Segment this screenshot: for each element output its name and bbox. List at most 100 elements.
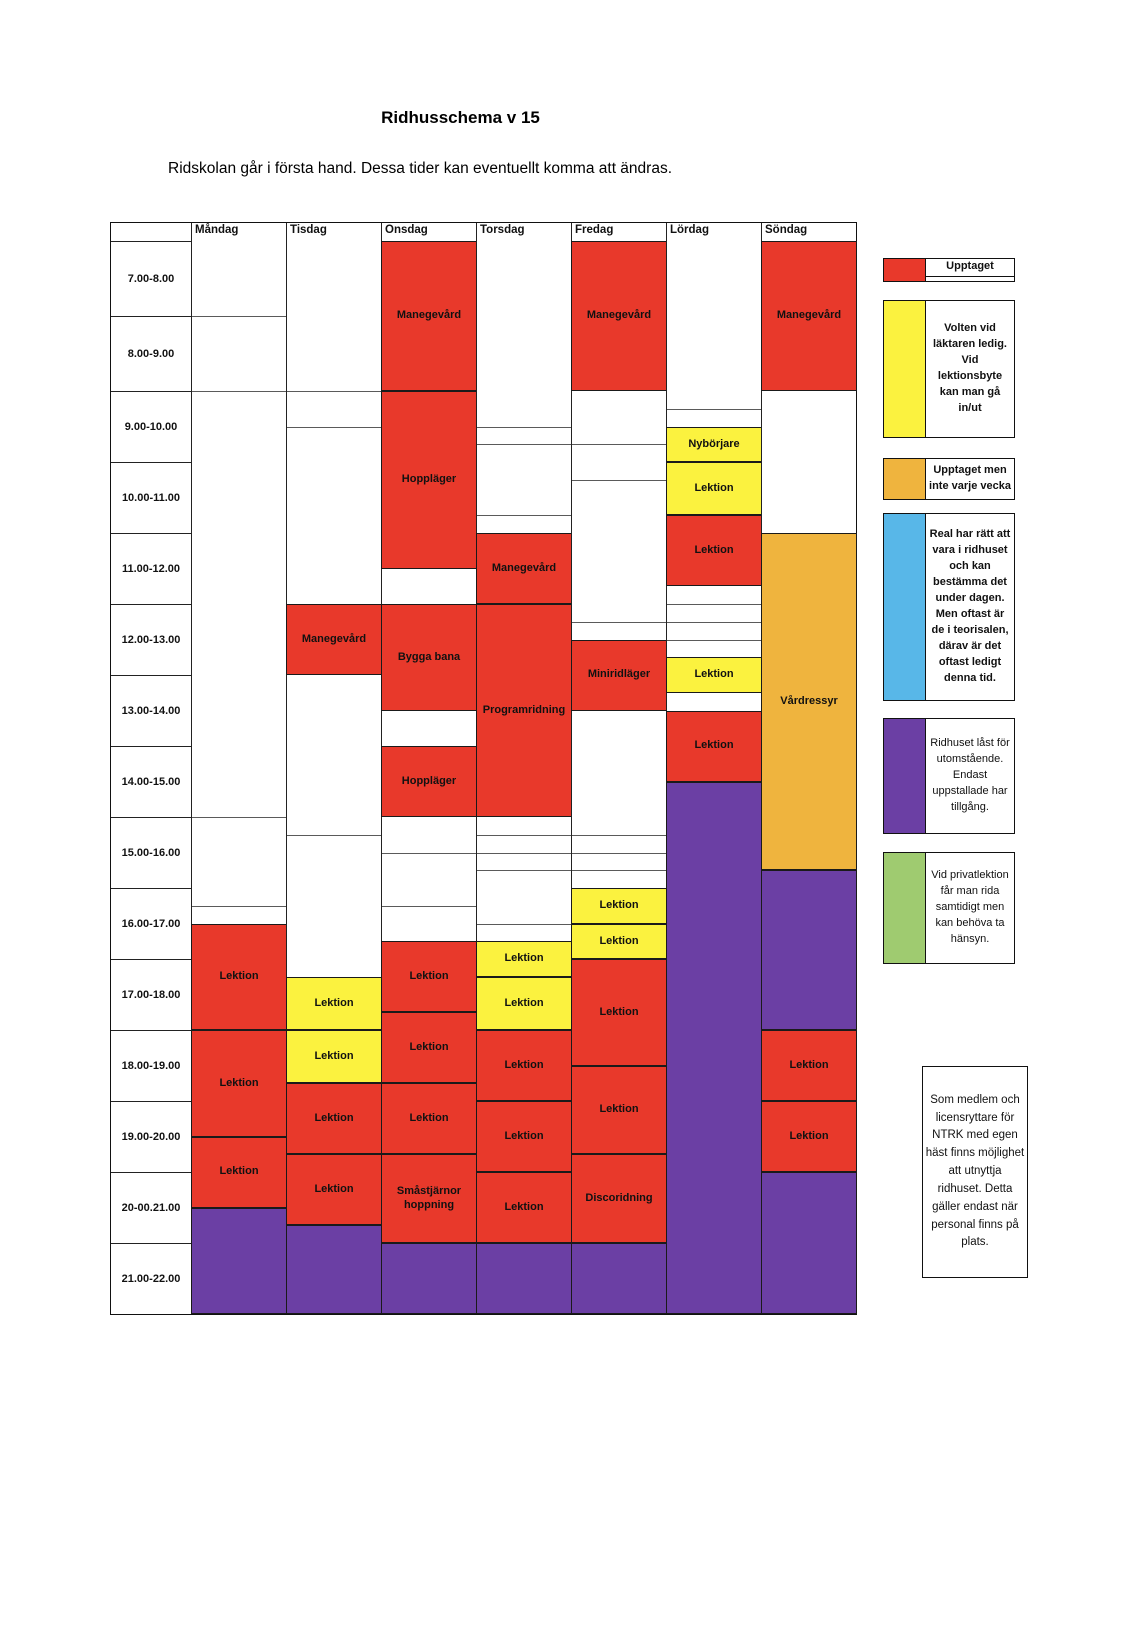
event-label: Lektion [219, 1076, 259, 1089]
slot-line [192, 905, 286, 907]
event-label: Lektion [789, 1058, 829, 1071]
schedule-event: Lektion [761, 1101, 857, 1172]
slot-line [477, 426, 571, 428]
legend-text: Upptaget men inte varje vecka [929, 464, 1011, 492]
day-header-1: Måndag [191, 223, 286, 241]
schedule-event: Lektion [381, 1012, 477, 1084]
schedule-event: Miniridläger [571, 639, 667, 711]
event-label: Bygga bana [397, 650, 461, 663]
schedule-event: Lektion [476, 1172, 572, 1243]
legend-item-yellow: Volten vid läktaren ledig. Vid lektionsb… [883, 300, 1015, 438]
legend-item-orange: Upptaget men inte varje vecka [883, 458, 1015, 500]
schedule-event: Discoridning [571, 1154, 667, 1243]
day-column-torsdag: Manegevård Programridning Lektion Lektion Le… [476, 241, 572, 1314]
slot-line [382, 852, 476, 854]
slot-line [287, 426, 381, 428]
legend-swatch-blue [884, 514, 926, 700]
legend-swatch-yellow [884, 301, 926, 437]
event-label: Lektion [409, 1041, 449, 1054]
event-label: Lektion [504, 1129, 544, 1142]
schedule-event: Lektion [666, 710, 762, 782]
day-header-7: Söndag [761, 223, 856, 241]
schedule-block-purple [761, 870, 857, 1030]
slot-line [477, 834, 571, 836]
time-label: 12.00-13.00 [111, 604, 191, 675]
legend-swatch-red [884, 259, 926, 281]
schedule-event: Småstjärnor hoppning [381, 1154, 477, 1243]
time-label: 17.00-18.00 [111, 959, 191, 1030]
event-label: Lektion [314, 1112, 354, 1125]
event-label: Lektion [599, 1005, 639, 1018]
event-label: Lektion [504, 952, 544, 965]
day-column-lördag: Nybörjare Lektion Lektion Lektion Lektion [666, 241, 762, 1314]
time-label: 9.00-10.00 [111, 391, 191, 462]
schedule-event: Lektion [476, 1030, 572, 1101]
slot-line [572, 444, 666, 446]
legend-text: Ridhuset låst för utomstående. Endast up… [930, 737, 1010, 813]
slot-line [667, 621, 761, 623]
time-label: 11.00-12.00 [111, 533, 191, 604]
event-label: Miniridläger [587, 668, 651, 681]
event-label: Manegevård [301, 632, 367, 645]
schedule-event: Manegevård [381, 241, 477, 391]
event-label: Lektion [409, 970, 449, 983]
day-column-fredag: Manegevård Miniridläger Lektion Lektion Lekt… [571, 241, 667, 1314]
time-label: 21.00-22.00 [111, 1243, 191, 1314]
legend-text: Volten vid läktaren ledig. Vid lektionsb… [933, 322, 1007, 414]
event-label: Manegevård [776, 309, 842, 322]
schedule-block-purple [476, 1243, 572, 1314]
event-label: Lektion [694, 739, 734, 752]
slot-line [572, 834, 666, 836]
legend-item-blue: Real har rätt att vara i ridhuset och ka… [883, 513, 1015, 701]
slot-line [477, 515, 571, 517]
legend-item-red: Upptaget [883, 258, 1015, 282]
time-label: 18.00-19.00 [111, 1030, 191, 1101]
day-header-6: Lördag [666, 223, 761, 241]
legend-swatch-green [884, 853, 926, 963]
event-label: Manegevård [586, 309, 652, 322]
schedule-event: Lektion [761, 1030, 857, 1101]
schedule-event: Lektion [191, 1030, 287, 1137]
schedule-event: Nybörjare [666, 426, 762, 462]
schedule-event: Lektion [666, 657, 762, 693]
slot-line [192, 316, 286, 317]
legend-text: Real har rätt att vara i ridhuset och ka… [929, 528, 1011, 684]
schedule-event: Lektion [571, 959, 667, 1066]
event-label: Manegevård [396, 309, 462, 322]
slot-line [477, 852, 571, 854]
event-label: Discoridning [585, 1192, 653, 1205]
time-label: 8.00-9.00 [111, 316, 191, 391]
time-label: 19.00-20.00 [111, 1101, 191, 1172]
slot-line [287, 834, 381, 836]
event-label: Lektion [694, 544, 734, 557]
event-label: Lektion [694, 668, 734, 681]
schedule-event: Lektion [286, 1030, 382, 1084]
schedule-event: Hoppläger [381, 391, 477, 569]
schedule-event: Lektion [381, 1083, 477, 1155]
schedule-event: Lektion [286, 1154, 382, 1226]
event-label: Vårdressyr [780, 695, 838, 708]
slot-line [667, 604, 761, 605]
schedule-event: Manegevård [761, 241, 857, 391]
time-label: 10.00-11.00 [111, 462, 191, 533]
event-label: Nybörjare [688, 437, 740, 450]
slot-line [572, 479, 666, 481]
event-label: Lektion [219, 970, 259, 983]
slot-line [667, 408, 761, 410]
schedule-event: Lektion [286, 1083, 382, 1155]
legend-swatch-purple [884, 719, 926, 833]
schedule-event: Lektion [666, 515, 762, 587]
page-title: Ridhusschema v 15 [381, 108, 540, 127]
time-label: 14.00-15.00 [111, 746, 191, 817]
slot-line [192, 391, 286, 392]
schedule-block-purple [191, 1207, 287, 1314]
schedule-event: Manegevård [571, 241, 667, 391]
event-label: Lektion [599, 899, 639, 912]
slot-line [287, 391, 381, 392]
event-label: Lektion [504, 1200, 544, 1213]
schedule-event: Bygga bana [381, 604, 477, 711]
event-label: Manegevård [491, 561, 557, 574]
event-label: Lektion [219, 1165, 259, 1178]
schedule-event: Lektion [476, 1101, 572, 1172]
